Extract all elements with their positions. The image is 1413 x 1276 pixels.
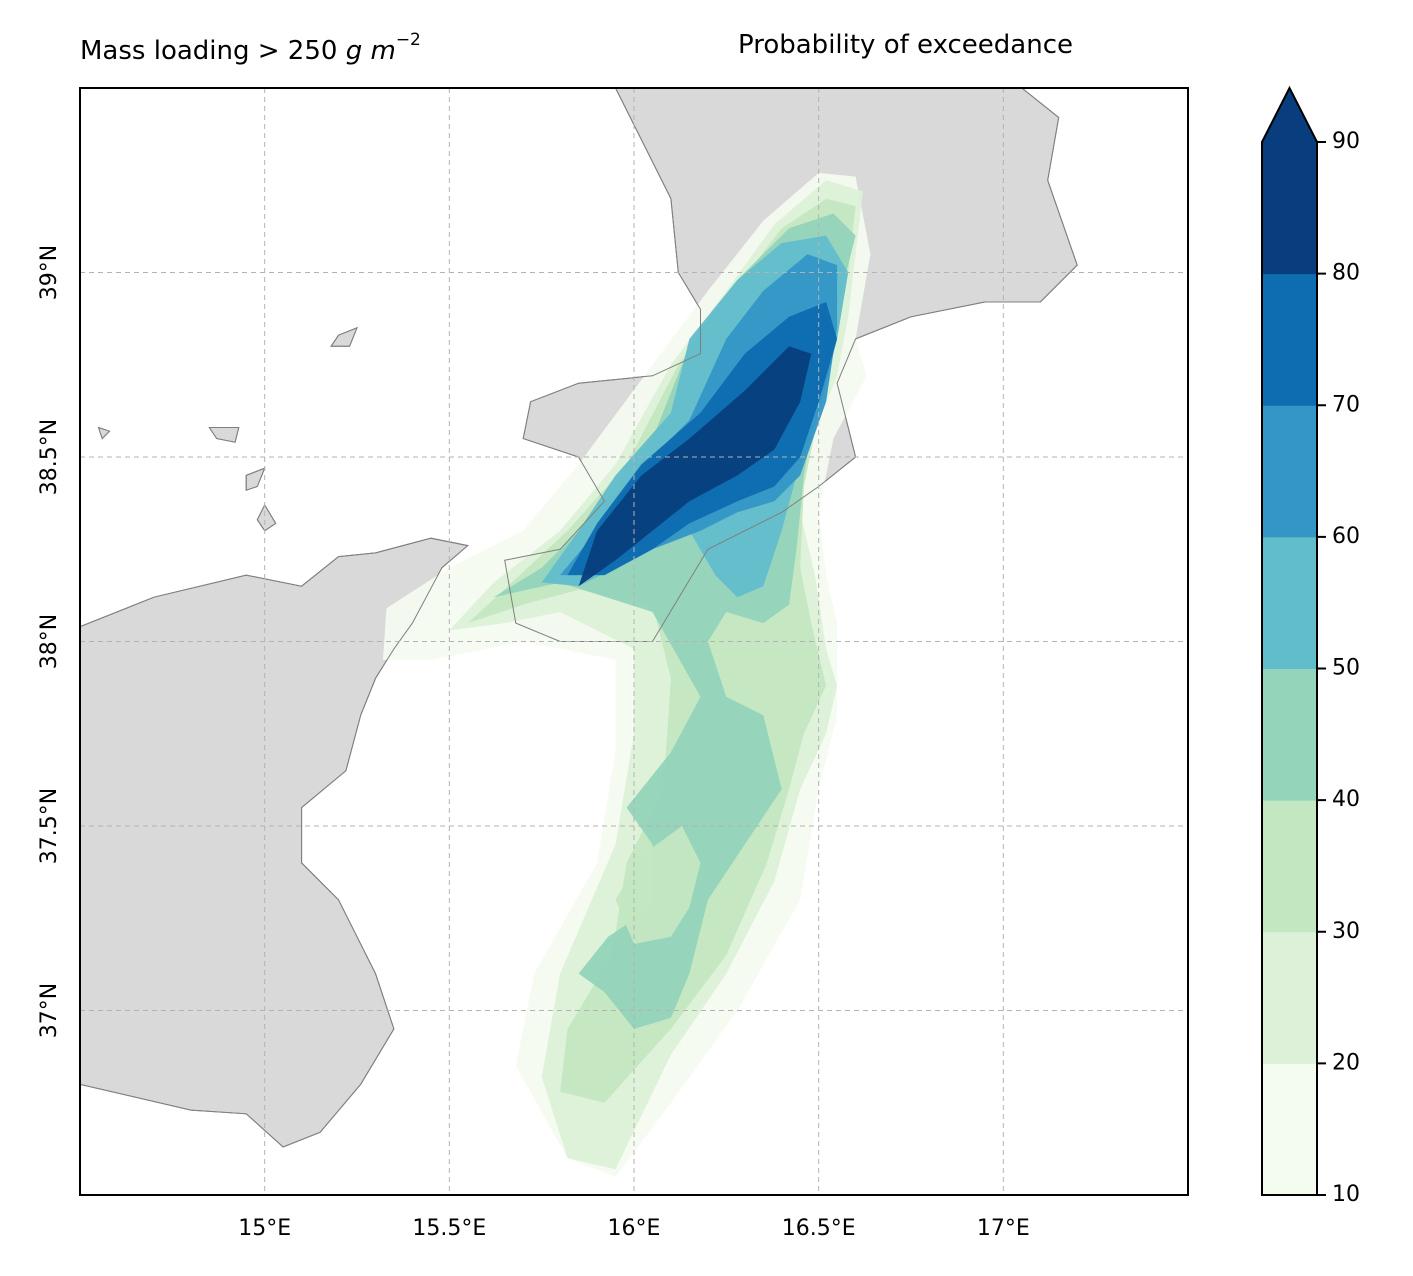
y-tick-label: 38°N (37, 614, 62, 669)
colorbar-segment (1262, 405, 1317, 537)
x-axis: 15°E 15.5°E 16°E 16.5°E 17°E (238, 1216, 1030, 1241)
colorbar-extend-arrow (1262, 88, 1317, 142)
colorbar-segment (1262, 274, 1317, 406)
colorbar-segment (1262, 800, 1317, 932)
x-tick-label: 15°E (238, 1216, 291, 1241)
colorbar-segment (1262, 669, 1317, 801)
y-tick-label: 39°N (37, 245, 62, 300)
colorbar-segment (1262, 142, 1317, 274)
colorbar: 10 20 30 40 50 60 70 80 90 (1262, 88, 1360, 1207)
y-tick-label: 37°N (37, 983, 62, 1038)
x-tick-label: 16.5°E (782, 1216, 856, 1241)
colorbar-tick-label: 90 (1332, 129, 1360, 154)
map-plot-area (80, 88, 1188, 1195)
x-tick-label: 16°E (608, 1216, 661, 1241)
y-tick-label: 37.5°N (37, 788, 62, 864)
colorbar-tick-label: 60 (1332, 524, 1360, 549)
y-tick-label: 38.5°N (37, 419, 62, 495)
colorbar-tick-label: 70 (1332, 392, 1360, 417)
x-tick-label: 15.5°E (412, 1216, 486, 1241)
colorbar-tick-label: 30 (1332, 919, 1360, 944)
colorbar-tick-label: 20 (1332, 1050, 1360, 1075)
colorbar-tick-label: 50 (1332, 656, 1360, 681)
colorbar-segment (1262, 537, 1317, 669)
colorbar-segment (1262, 1063, 1317, 1195)
x-tick-label: 17°E (977, 1216, 1030, 1241)
colorbar-tick-label: 40 (1332, 787, 1360, 812)
colorbar-segment (1262, 932, 1317, 1064)
colorbar-tick-label: 80 (1332, 261, 1360, 286)
colorbar-tick-label: 10 (1332, 1182, 1360, 1207)
y-axis: 37°N 37.5°N 38°N 38.5°N 39°N (37, 245, 62, 1038)
